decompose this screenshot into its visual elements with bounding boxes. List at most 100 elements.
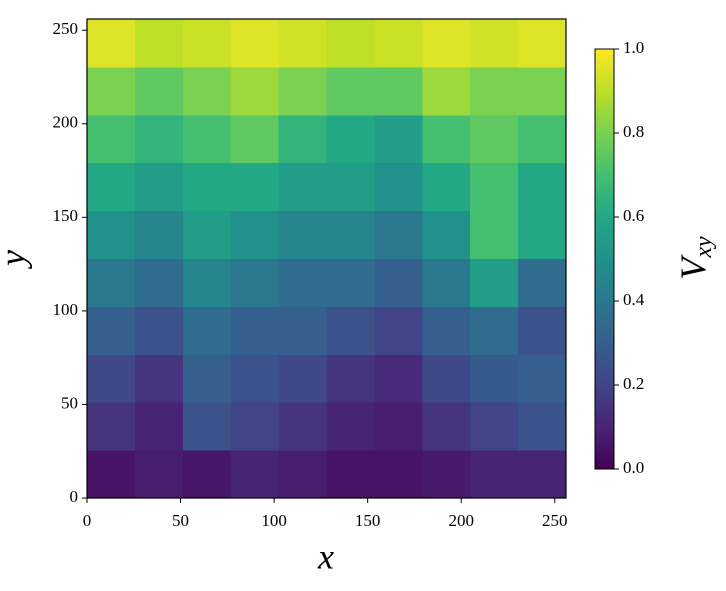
- heatmap-cell: [87, 306, 136, 355]
- colorbar: [594, 48, 615, 470]
- x-tick-label: 50: [172, 511, 189, 530]
- heatmap-cell: [374, 450, 423, 499]
- heatmap-cell: [182, 66, 232, 116]
- heatmap-cell: [182, 258, 232, 307]
- heatmap-cell: [278, 306, 327, 355]
- heatmap-cell: [134, 210, 184, 259]
- heatmap-cell: [134, 114, 184, 164]
- heatmap-cell: [87, 402, 136, 451]
- heatmap-cell: [422, 210, 471, 259]
- heatmap-cell: [374, 402, 423, 451]
- colorbar-tick-label: 0.0: [623, 458, 644, 477]
- y-tick-label: 100: [53, 300, 79, 319]
- heatmap-cell: [134, 306, 184, 355]
- heatmap-cell: [278, 66, 327, 116]
- heatmap-cell: [470, 306, 519, 355]
- heatmap-cell: [326, 210, 375, 259]
- heatmap-cell: [374, 210, 423, 259]
- heatmap: [87, 19, 567, 499]
- y-tick-label: 150: [53, 206, 79, 225]
- heatmap-cell: [230, 66, 280, 116]
- heatmap-cell: [278, 19, 327, 68]
- heatmap-cell: [182, 114, 232, 164]
- heatmap-cell: [230, 210, 280, 259]
- x-tick-label: 150: [355, 511, 381, 530]
- heatmap-cell: [182, 19, 232, 68]
- heatmap-cell: [230, 354, 280, 403]
- heatmap-cell: [134, 19, 184, 68]
- heatmap-cell: [326, 114, 375, 164]
- heatmap-cell: [134, 162, 184, 212]
- heatmap-cell: [518, 258, 567, 307]
- heatmap-cell: [134, 258, 184, 307]
- heatmap-cell: [278, 402, 327, 451]
- heatmap-cell: [134, 66, 184, 116]
- heatmap-cell: [422, 162, 471, 212]
- heatmap-cell: [470, 402, 519, 451]
- heatmap-cell: [87, 162, 136, 212]
- heatmap-cell: [278, 258, 327, 307]
- heatmap-cell: [278, 450, 327, 499]
- heatmap-cell: [182, 162, 232, 212]
- heatmap-cell: [87, 19, 136, 68]
- colorbar-tick-label: 0.8: [623, 122, 644, 141]
- y-tick-label: 50: [61, 393, 78, 412]
- heatmap-cell: [374, 354, 423, 403]
- heatmap-cell: [374, 258, 423, 307]
- heatmap-cell: [518, 306, 567, 355]
- heatmap-cell: [326, 19, 375, 68]
- heatmap-cell: [422, 402, 471, 451]
- heatmap-cell: [374, 162, 423, 212]
- heatmap-cell: [87, 354, 136, 403]
- heatmap-cell: [87, 66, 136, 116]
- heatmap-cell: [134, 450, 184, 499]
- heatmap-cell: [374, 19, 423, 68]
- heatmap-cell: [278, 114, 327, 164]
- heatmap-cell: [422, 354, 471, 403]
- heatmap-cell: [422, 258, 471, 307]
- heatmap-cell: [518, 162, 567, 212]
- heatmap-cell: [182, 402, 232, 451]
- heatmap-cell: [182, 450, 232, 499]
- y-tick-label: 0: [70, 487, 79, 506]
- heatmap-cell: [422, 19, 471, 68]
- heatmap-cell: [326, 450, 375, 499]
- x-tick-label: 100: [261, 511, 287, 530]
- heatmap-cell: [230, 402, 280, 451]
- heatmap-cell: [470, 354, 519, 403]
- heatmap-cell: [230, 450, 280, 499]
- heatmap-cell: [326, 354, 375, 403]
- heatmap-cell: [374, 66, 423, 116]
- heatmap-cell: [470, 210, 519, 259]
- heatmap-cell: [182, 306, 232, 355]
- heatmap-cell: [422, 114, 471, 164]
- heatmap-cell: [87, 450, 136, 499]
- heatmap-cell: [518, 66, 567, 116]
- heatmap-cell: [470, 66, 519, 116]
- colorbar-tick-label: 1.0: [623, 38, 644, 57]
- x-tick-label: 0: [83, 511, 92, 530]
- heatmap-cell: [470, 450, 519, 499]
- heatmap-cell: [374, 306, 423, 355]
- heatmap-cell: [518, 19, 567, 68]
- heatmap-cell: [470, 162, 519, 212]
- heatmap-cell: [230, 19, 280, 68]
- heatmap-cell: [87, 258, 136, 307]
- heatmap-cell: [87, 114, 136, 164]
- heatmap-cell: [182, 210, 232, 259]
- heatmap-cell: [326, 402, 375, 451]
- colorbar-tick-label: 0.6: [623, 206, 644, 225]
- y-axis-label: y: [0, 250, 32, 269]
- heatmap-cell: [422, 450, 471, 499]
- heatmap-cell: [470, 258, 519, 307]
- heatmap-cell: [230, 114, 280, 164]
- heatmap-cell: [230, 162, 280, 212]
- heatmap-cell: [230, 258, 280, 307]
- heatmap-cell: [518, 402, 567, 451]
- heatmap-cell: [278, 210, 327, 259]
- heatmap-cell: [470, 19, 519, 68]
- heatmap-cell: [326, 66, 375, 116]
- heatmap-cell: [422, 66, 471, 116]
- x-tick-label: 250: [542, 511, 568, 530]
